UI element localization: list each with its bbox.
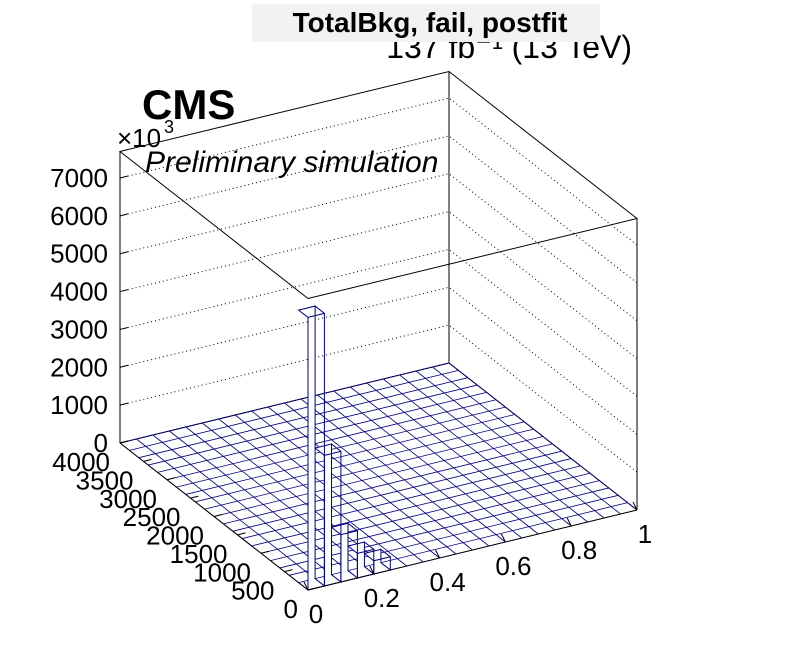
z-tick-label: 4000: [50, 277, 108, 307]
z-multiplier: ×10: [117, 123, 161, 153]
floor-grid: [213, 436, 544, 517]
y-tick-label: 1500: [170, 539, 228, 569]
floor-grid: [195, 421, 525, 503]
y-tick-label: 2500: [123, 502, 181, 532]
floor-grid: [415, 370, 605, 519]
x-tick-label: 0.8: [561, 535, 597, 565]
x-tick-label: 0: [309, 599, 323, 629]
z-multiplier-exponent: 3: [164, 117, 174, 137]
z-tick-label: 3000: [50, 314, 108, 344]
plot-area: 0100020003000400050006000700000.20.40.60…: [50, 70, 652, 629]
floor-grid: [448, 362, 638, 511]
floor-grid: [366, 382, 555, 531]
floor-grid: [432, 366, 621, 515]
x-tick: [566, 517, 572, 527]
y-tick: [307, 587, 317, 591]
y-tick-label: 3000: [99, 484, 157, 514]
z-tick: [119, 251, 129, 255]
y-tick-label: 500: [231, 576, 274, 606]
y-tick-label: 2000: [146, 521, 204, 551]
z-tick: [119, 213, 129, 217]
floor-grid: [399, 374, 588, 523]
y-tick: [143, 458, 152, 462]
y-tick-label: 4000: [52, 447, 110, 477]
x-tick-label: 0.6: [495, 551, 531, 581]
x-tick-label: 1: [638, 519, 652, 549]
floor-grid: [350, 386, 539, 535]
y-tick: [119, 440, 129, 444]
y-tick: [213, 514, 223, 517]
y-tick: [260, 550, 270, 554]
z-tick: [119, 402, 129, 406]
cms-label: CMS: [142, 81, 235, 128]
floor-grid: [176, 406, 506, 488]
y-tick: [284, 569, 293, 573]
chart-title: TotalBkg, fail, postfit: [293, 7, 568, 38]
z-tick-label: 5000: [50, 239, 108, 269]
x-tick: [369, 565, 375, 575]
x-tick: [632, 501, 638, 511]
x-tick: [303, 581, 309, 591]
floor-grid: [333, 390, 523, 539]
z-tick-label: 1000: [50, 390, 108, 420]
floor-grid: [300, 398, 490, 547]
wall-grid-line: [119, 173, 638, 322]
x-tick-label: 0.4: [430, 567, 466, 597]
wall-grid-line: [119, 286, 638, 435]
x-tick: [500, 533, 506, 543]
y-tick-label: 3500: [76, 465, 134, 495]
wall-grid-line: [119, 97, 638, 246]
floor-grid: [185, 414, 515, 495]
z-tick: [119, 326, 129, 330]
z-tick: [119, 175, 129, 179]
extra-label: Preliminary simulation: [145, 146, 438, 179]
y-tick-label: 1000: [193, 557, 251, 587]
z-tick-label: 6000: [50, 201, 108, 231]
box-edge: [307, 509, 638, 591]
z-tick-label: 0: [94, 428, 108, 458]
y-tick: [237, 532, 246, 536]
floor-grid: [138, 377, 468, 459]
x-tick-label: 0.2: [364, 583, 400, 613]
z-tick: [119, 289, 129, 293]
y-tick: [190, 495, 199, 499]
floor-grid: [157, 392, 487, 473]
floor-grid: [317, 394, 506, 543]
title-box: [252, 4, 600, 42]
wall-grid-line: [119, 135, 638, 284]
floor-grid: [166, 399, 497, 481]
y-tick: [166, 477, 176, 481]
z-tick-label: 2000: [50, 352, 108, 382]
x-tick: [435, 549, 441, 559]
wall-grid-line: [119, 211, 638, 359]
box-edge: [118, 70, 639, 299]
z-tick-label: 7000: [50, 163, 108, 193]
wall-grid-line: [119, 248, 638, 397]
wall-grid-line: [119, 324, 638, 473]
floor-grid: [119, 362, 450, 444]
floor-grid: [204, 428, 534, 510]
z-tick: [119, 364, 129, 368]
floor-grid: [129, 369, 459, 451]
floor-grid: [382, 378, 572, 527]
y-tick-label: 0: [284, 594, 298, 624]
